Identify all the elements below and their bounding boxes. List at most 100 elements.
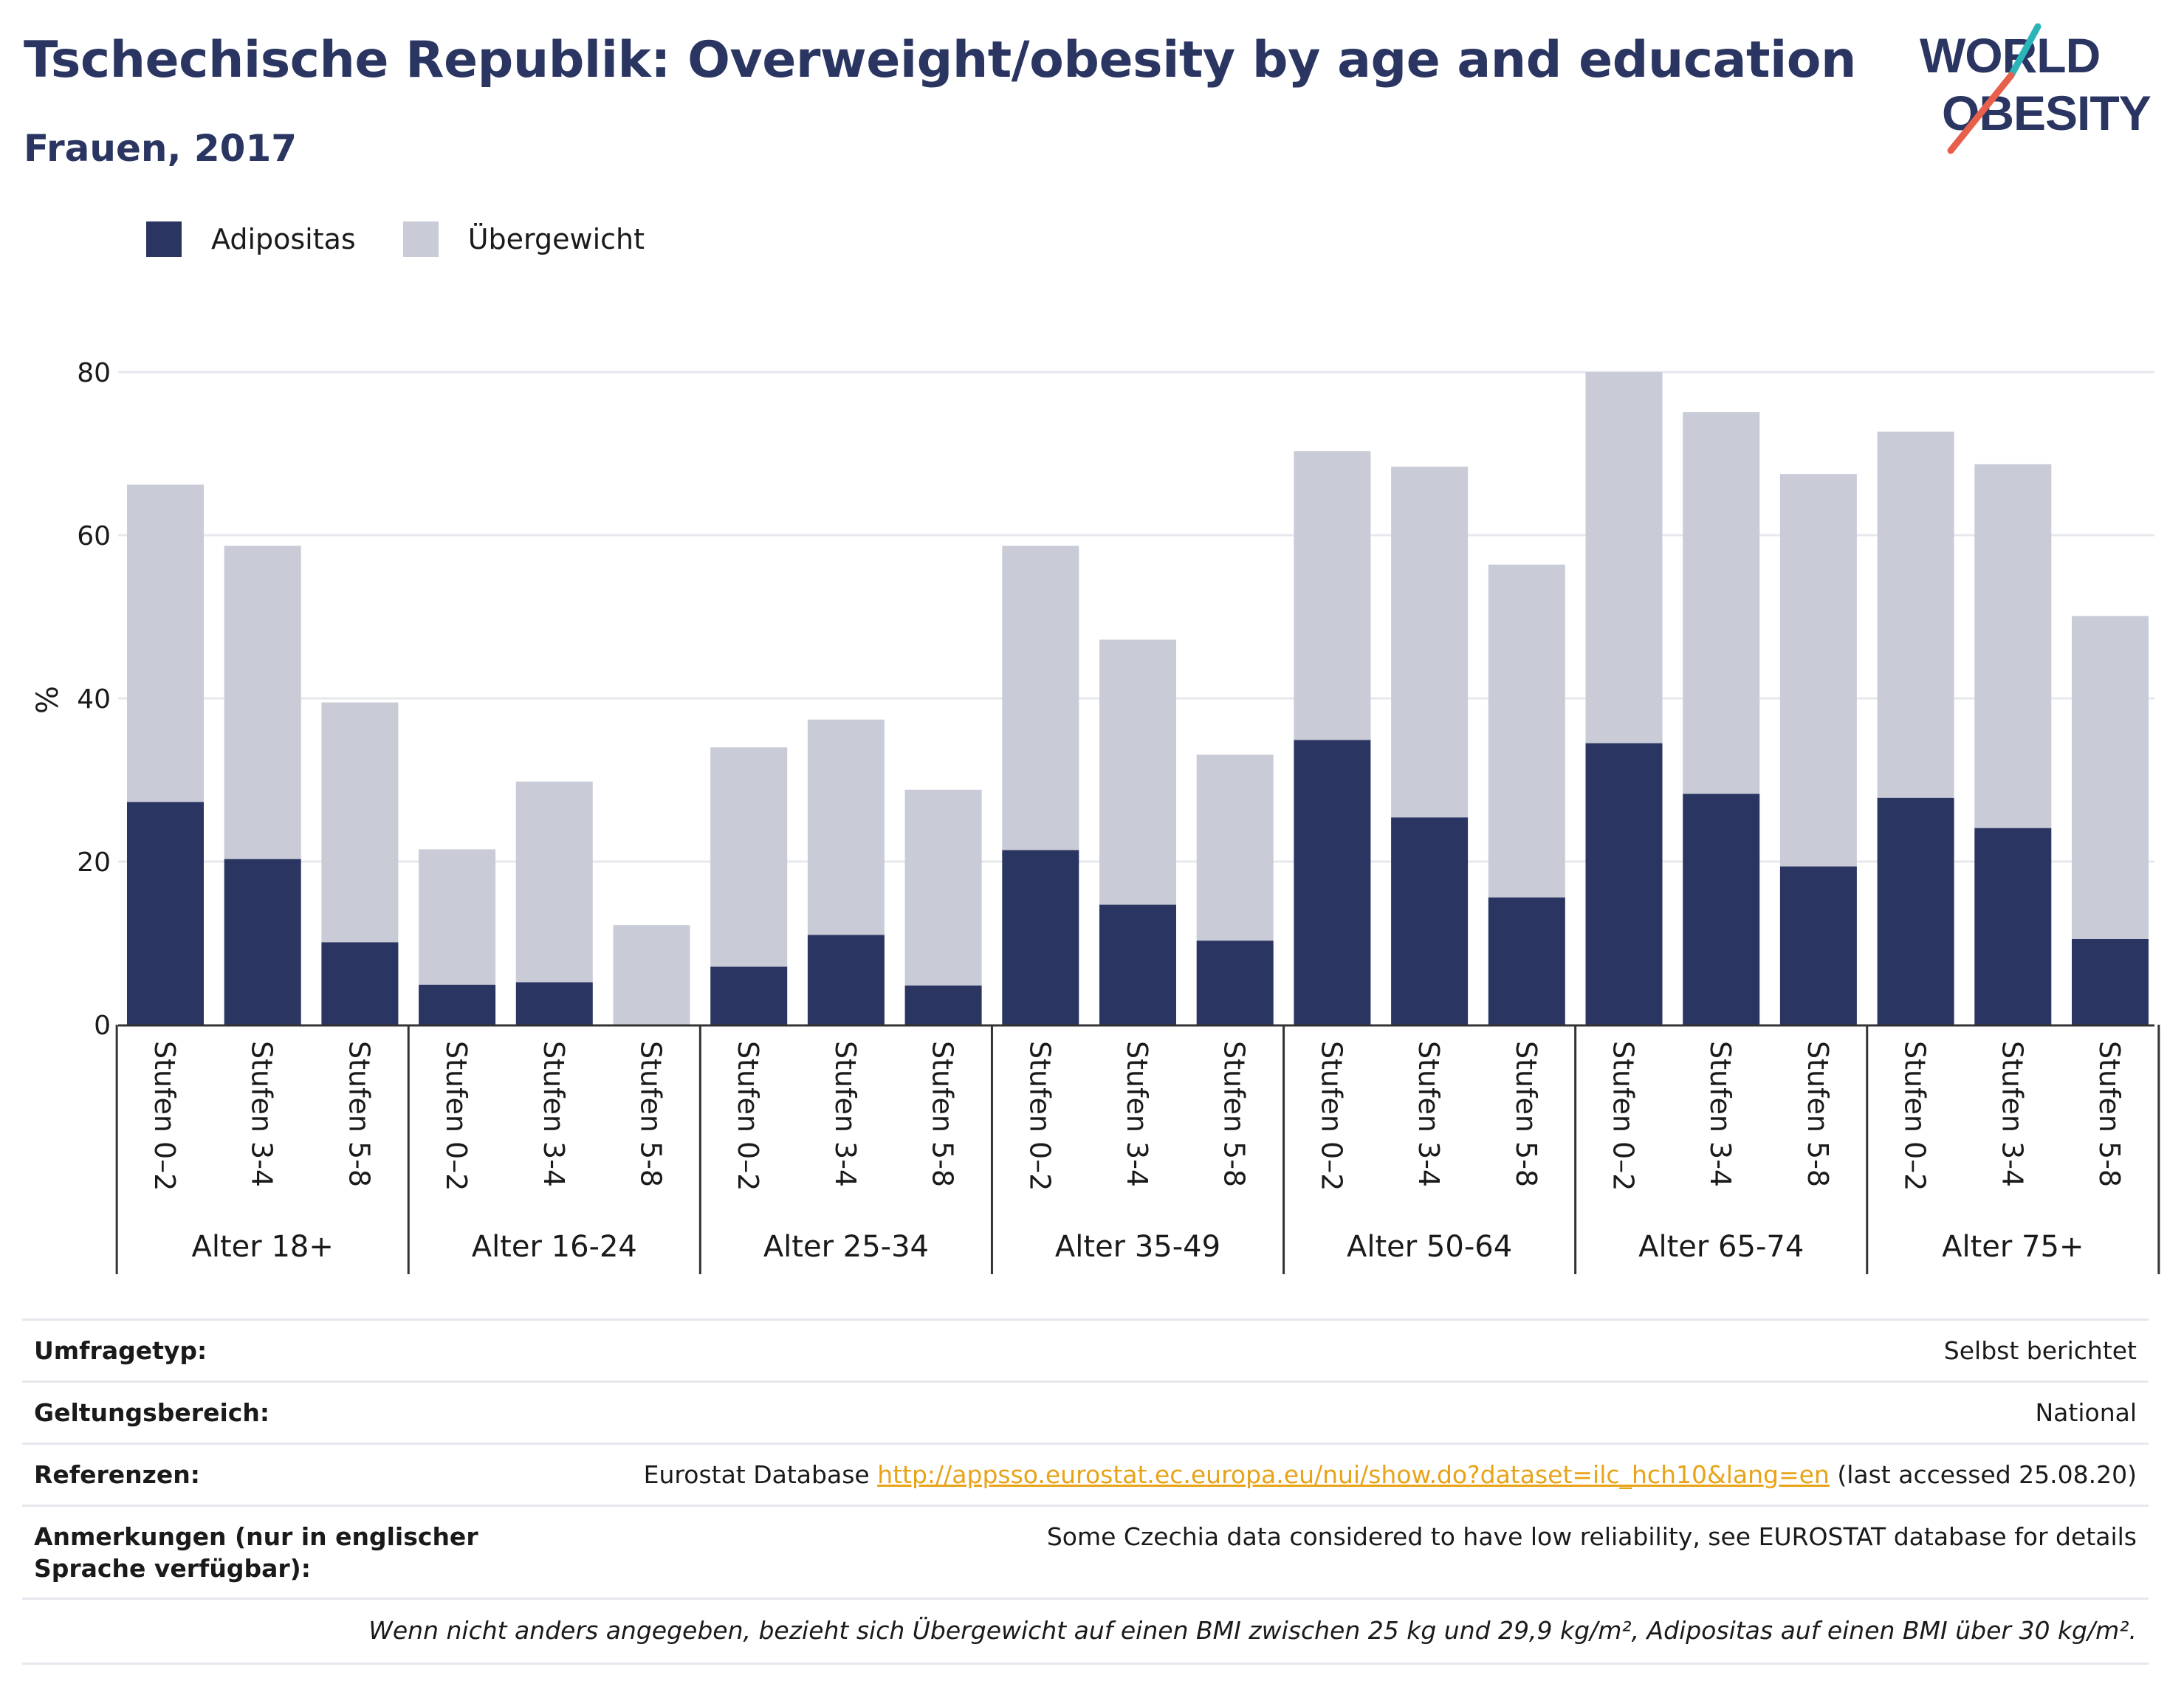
x-tick-label: Stufen 3-4 [1412,1041,1445,1187]
bar-uebergewicht [1488,564,1565,898]
bmi-definition-note: Wenn nicht anders angegeben, bezieht sic… [22,1598,2149,1665]
bar-uebergewicht [1196,754,1274,941]
bar-uebergewicht [807,719,885,935]
group-label: Alter 65-74 [1638,1230,1804,1264]
meta-label: Referenzen: [34,1460,200,1489]
bar-adipositas [1294,740,1371,1025]
meta-value: Selbst berichtet [1943,1336,2137,1365]
logo-slash-teal [2008,23,2042,79]
logo-slash-red [1947,72,2015,154]
legend-label-adipositas: Adipositas [211,223,356,255]
x-tick-label: Stufen 0–2 [732,1041,764,1191]
bar-adipositas [904,985,982,1025]
group-label: Alter 16-24 [472,1230,637,1264]
bar-adipositas [807,935,885,1025]
bar-adipositas [1683,794,1760,1025]
x-tick-label: Stufen 0–2 [1607,1041,1640,1191]
x-tick-label: Stufen 0–2 [1315,1041,1347,1191]
meta-value: National [2035,1397,2137,1427]
bar-uebergewicht [904,789,982,986]
legend-swatch-uebergewicht [402,221,439,257]
y-tick-label: 80 [77,358,111,388]
bar-adipositas [1196,941,1274,1025]
group-label: Alter 18+ [192,1230,334,1264]
bar-adipositas [127,802,204,1025]
bar-adipositas [1585,743,1663,1025]
meta-label: Anmerkungen (nur in englischer Sprache v… [34,1522,478,1583]
x-tick-label: Stufen 0–2 [148,1041,181,1191]
y-tick-label: 0 [94,1011,111,1041]
x-tick-label: Stufen 3-4 [246,1041,278,1187]
reference-link[interactable]: http://appsso.eurostat.ec.europa.eu/nui/… [877,1460,1830,1489]
bar-adipositas [1391,817,1469,1025]
chart-legend: Adipositas Übergewicht [146,219,692,260]
legend-swatch-adipositas [146,221,182,257]
bar-adipositas [1779,866,1857,1025]
legend-item-uebergewicht: Übergewicht [402,221,645,257]
group-label: Alter 75+ [1942,1230,2084,1264]
stacked-bar-chart: 0 20 40 60 80% Stufen 0–2 Stufen 3-4 Stufen 5-8… [31,358,2160,1274]
x-tick-label: Stufen 3-4 [1704,1041,1737,1187]
x-tick-label: Stufen 5-8 [2093,1041,2126,1187]
chart-title: Tschechische Republik: Overweight/obesit… [24,31,1856,89]
bar-uebergewicht [710,747,788,967]
legend-label-uebergewicht: Übergewicht [467,223,645,255]
meta-row-notes: Anmerkungen (nur in englischer Sprache v… [22,1504,2149,1598]
x-tick-label: Stufen 0–2 [440,1041,473,1191]
bar-adipositas [419,984,496,1025]
bar-uebergewicht [419,849,496,985]
bar-uebergewicht [1002,546,1079,850]
meta-row-references: Referenzen: Eurostat Database http://app… [22,1442,2149,1505]
bar-uebergewicht [1779,474,1857,867]
x-tick-label: Stufen 3-4 [1996,1041,2028,1187]
group-label: Alter 25-34 [763,1230,929,1264]
x-tick-label: Stufen 5-8 [1802,1041,1834,1187]
meta-row-coverage: Geltungsbereich: National [22,1380,2149,1443]
bar-adipositas [1974,828,2052,1025]
x-tick-label: Stufen 0–2 [1899,1041,1931,1191]
bar-uebergewicht [1585,372,1663,743]
reference-prefix: Eurostat Database [643,1460,878,1489]
meta-value: Eurostat Database http://appsso.eurostat… [644,1460,2137,1491]
y-axis-label: % [31,686,65,714]
bar-uebergewicht [224,546,301,859]
bar-adipositas [224,859,301,1025]
bar-adipositas [2072,938,2149,1025]
x-tick-label: Stufen 5-8 [635,1041,667,1187]
x-tick-label: Stufen 5-8 [1218,1041,1251,1187]
meta-row-survey-type: Umfragetyp: Selbst berichtet [22,1318,2149,1381]
y-tick-label: 20 [77,848,111,878]
bar-adipositas [515,982,593,1025]
legend-item-adipositas: Adipositas [146,221,356,257]
x-tick-label: Stufen 3-4 [538,1041,570,1187]
bar-adipositas [1488,897,1565,1025]
logo-text-obesity: OBESITY [1942,86,2151,140]
bar-uebergewicht [515,781,593,983]
bar-uebergewicht [321,702,399,943]
bar-uebergewicht [1683,412,1760,794]
meta-label: Umfragetyp: [34,1336,207,1365]
group-label: Alter 50-64 [1347,1230,1512,1264]
bar-uebergewicht [2072,616,2149,939]
bar-adipositas [1002,850,1079,1025]
bar-adipositas [1099,904,1176,1025]
bar-uebergewicht [613,925,690,1025]
bar-uebergewicht [1974,464,2052,828]
bar-adipositas [1877,797,1954,1025]
y-tick-label: 40 [77,684,111,715]
y-tick-label: 60 [77,521,111,551]
metadata-table: Umfragetyp: Selbst berichtet Geltungsber… [22,1318,2149,1665]
x-tick-label: Stufen 5-8 [927,1041,959,1187]
x-tick-label: Stufen 5-8 [1510,1041,1542,1187]
bar-adipositas [321,942,399,1025]
world-obesity-logo: WORLD OBESITY [1920,23,2152,154]
bar-uebergewicht [1099,639,1176,905]
bar-uebergewicht [1877,431,1954,798]
bar-uebergewicht [127,484,204,802]
meta-value: Some Czechia data considered to have low… [1046,1522,2137,1551]
chart-subtitle: Frauen, 2017 [24,127,298,170]
group-label: Alter 35-49 [1055,1230,1220,1264]
bar-uebergewicht [1294,451,1371,740]
reference-suffix: (last accessed 25.08.20) [1829,1460,2137,1489]
x-tick-label: Stufen 5-8 [343,1041,375,1187]
